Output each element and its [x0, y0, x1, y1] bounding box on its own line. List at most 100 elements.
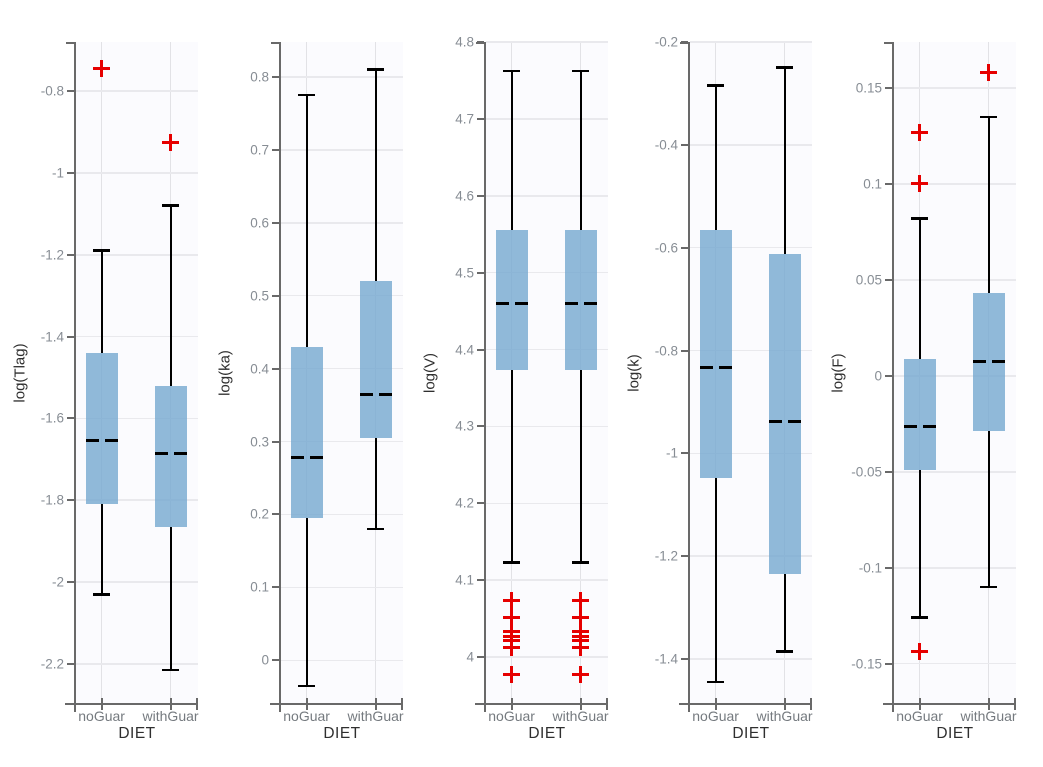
horizontal-gridline — [894, 183, 1016, 185]
horizontal-gridline — [894, 279, 1016, 281]
y-tick-label: 4.6 — [455, 188, 474, 204]
horizontal-gridline — [76, 499, 198, 501]
y-tick-label: -1 — [51, 165, 64, 181]
whisker-cap-upper — [298, 93, 316, 97]
x-tick-mark — [783, 698, 786, 710]
y-axis-end-tick — [476, 42, 484, 44]
y-tick-label: 0.15 — [855, 80, 882, 96]
outlier-plus-vertical — [918, 123, 922, 141]
y-tick-mark — [272, 440, 279, 443]
y-tick-mark — [681, 246, 688, 249]
y-axis-title-log-v: log(V) — [421, 352, 439, 394]
y-tick-mark — [681, 349, 688, 352]
y-axis-spine — [74, 42, 76, 712]
median-line — [903, 425, 936, 429]
horizontal-gridline — [894, 471, 1016, 473]
horizontal-gridline — [486, 579, 608, 581]
y-tick-label: -0.8 — [40, 83, 64, 99]
outlier-marker — [503, 666, 521, 684]
y-tick-label: -1.4 — [654, 651, 678, 667]
median-line — [972, 359, 1005, 363]
outlier-plus-vertical — [510, 591, 514, 609]
horizontal-gridline — [486, 348, 608, 351]
horizontal-gridline — [76, 254, 198, 256]
x-tick-mark — [510, 698, 513, 710]
y-tick-label: -1.6 — [40, 410, 64, 426]
whisker-cap-upper — [367, 68, 385, 71]
y-tick-label: 0.4 — [250, 361, 269, 377]
y-tick-mark — [272, 221, 279, 224]
median-line — [564, 301, 597, 305]
outlier-marker — [572, 639, 590, 657]
box-noGuar — [290, 346, 323, 519]
horizontal-gridline — [76, 335, 198, 338]
box-withGuar — [564, 229, 597, 370]
median-line — [495, 301, 528, 305]
outlier-marker — [572, 666, 590, 684]
y-tick-label: 0.2 — [250, 506, 269, 522]
box-noGuar — [85, 352, 118, 505]
whisker-cap-upper — [980, 115, 998, 119]
y-tick-mark — [477, 194, 484, 197]
outlier-marker — [503, 639, 521, 657]
whisker-upper — [783, 67, 786, 255]
outlier-plus-vertical — [510, 666, 514, 684]
horizontal-gridline — [281, 76, 403, 78]
whisker-cap-lower — [776, 650, 794, 653]
x-tick-mark — [100, 698, 103, 710]
x-tick-mark — [714, 698, 717, 710]
median-line — [290, 456, 323, 460]
x-tick-mark — [579, 698, 582, 710]
x-axis-title: DIET — [528, 725, 566, 742]
outlier-marker — [572, 591, 590, 609]
y-tick-label: -1.4 — [40, 329, 64, 345]
horizontal-gridline — [690, 41, 812, 43]
whisker-cap-upper — [503, 69, 521, 73]
x-tick-label-withGuar: withGuar — [142, 708, 199, 724]
x-tick-label-withGuar: withGuar — [756, 708, 813, 724]
y-tick-label: -0.2 — [654, 34, 678, 50]
y-tick-mark — [885, 278, 892, 281]
y-tick-mark — [67, 335, 74, 338]
y-tick-label: 4 — [466, 649, 474, 665]
outlier-plus-vertical — [918, 642, 922, 660]
horizontal-gridline — [76, 172, 198, 174]
y-tick-mark — [477, 502, 484, 505]
y-axis-title-log-k: log(k) — [625, 354, 643, 392]
horizontal-gridline — [690, 349, 812, 352]
x-tick-label-noGuar: noGuar — [78, 708, 125, 724]
horizontal-gridline — [281, 586, 403, 589]
y-tick-mark — [67, 90, 74, 93]
whisker-cap-lower — [503, 561, 521, 564]
whisker-lower — [510, 369, 513, 563]
y-tick-mark — [272, 148, 279, 151]
y-tick-mark — [681, 452, 688, 455]
box-withGuar — [154, 385, 187, 527]
median-line — [85, 439, 118, 443]
y-tick-label: 0.5 — [250, 288, 269, 304]
y-tick-label: 0 — [874, 368, 882, 384]
outlier-marker — [503, 609, 521, 627]
x-tick-label-noGuar: noGuar — [488, 708, 535, 724]
horizontal-gridline — [690, 555, 812, 557]
y-tick-mark — [477, 348, 484, 351]
y-tick-mark — [681, 658, 688, 660]
whisker-cap-upper — [93, 249, 111, 252]
whisker-cap-upper — [911, 217, 929, 220]
horizontal-gridline — [486, 502, 608, 505]
y-tick-mark — [477, 579, 484, 582]
outlier-marker — [911, 123, 929, 141]
y-tick-mark — [885, 662, 892, 665]
y-tick-mark — [885, 374, 892, 377]
x-tick-label-noGuar: noGuar — [283, 708, 330, 724]
outlier-marker — [911, 175, 929, 193]
whisker-lower — [579, 369, 582, 563]
y-tick-label: -0.05 — [851, 464, 882, 480]
whisker-lower — [714, 478, 717, 683]
y-tick-mark — [885, 470, 892, 473]
whisker-cap-lower — [980, 585, 998, 589]
horizontal-gridline — [281, 149, 403, 151]
whisker-lower — [987, 430, 990, 587]
outlier-plus-vertical — [579, 639, 583, 657]
whisker-upper — [714, 85, 717, 230]
